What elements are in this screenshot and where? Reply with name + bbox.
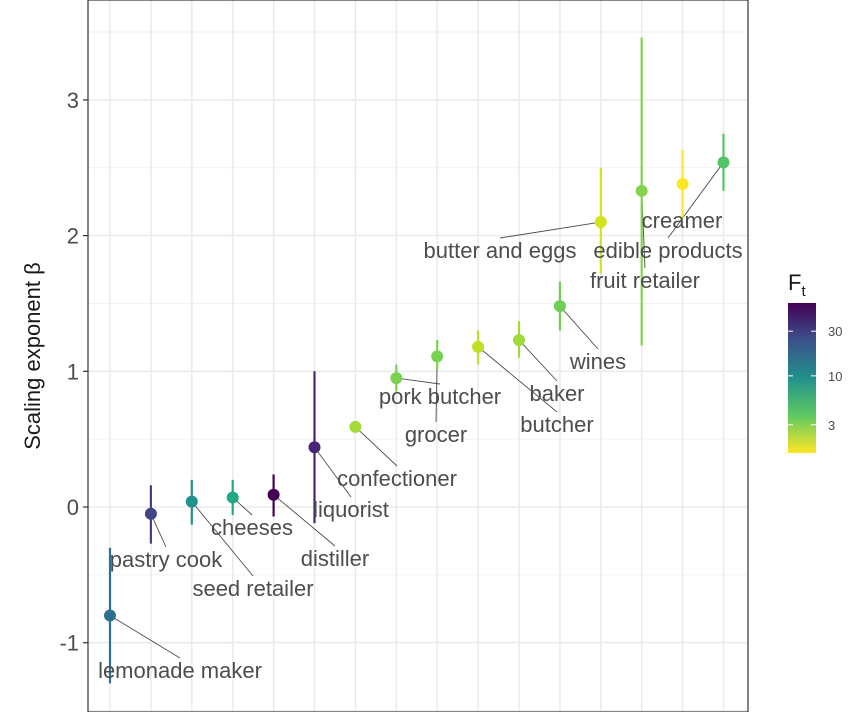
panel-background: [88, 0, 748, 712]
data-point: [185, 495, 198, 508]
panel-border: [87, 0, 749, 712]
point-label: butcher: [520, 412, 593, 437]
leader-line: [559, 305, 599, 350]
data-point: [472, 340, 485, 353]
y-tick-label: -1: [59, 631, 79, 656]
color-legend: Ft 3 10 30: [788, 270, 842, 453]
leader-line: [396, 377, 441, 385]
point-label: wines: [569, 349, 626, 374]
legend-tick-label: 10: [828, 369, 842, 384]
leader-line: [355, 426, 398, 467]
point-label: edible products: [593, 238, 742, 263]
data-point: [144, 507, 157, 520]
y-tick-label: 3: [67, 88, 79, 113]
point-label: confectioner: [337, 466, 457, 491]
leader-line: [150, 513, 167, 548]
point-label: seed retailer: [192, 576, 313, 601]
legend-title-main: F: [788, 270, 801, 295]
leader-line: [477, 346, 558, 413]
legend-tick-label: 30: [828, 324, 842, 339]
data-point: [717, 156, 730, 169]
data-point: [349, 420, 362, 433]
point-label: creamer: [642, 208, 723, 233]
data-point: [390, 372, 403, 385]
point-label: distiller: [301, 546, 369, 571]
point-label: lemonade maker: [98, 658, 262, 683]
data-point: [513, 334, 525, 347]
point-label: pastry cook: [110, 547, 223, 572]
leader-line: [273, 494, 336, 547]
point-label: liquorist: [313, 497, 389, 522]
point-label: grocer: [405, 422, 467, 447]
point-label: baker: [529, 381, 584, 406]
leader-line: [314, 447, 352, 498]
leader-line: [191, 501, 254, 577]
data-point: [676, 178, 689, 191]
data-point: [553, 300, 566, 313]
point-labels: lemonade maker pastry cook seed retailer ch…: [98, 208, 743, 683]
leader-line: [499, 221, 601, 239]
y-axis: -1 0 1 2 3: [59, 88, 88, 656]
y-tick-label: 0: [67, 495, 79, 520]
point-label: pork butcher: [379, 384, 501, 409]
y-tick-label: 1: [67, 359, 79, 384]
legend-title: Ft: [788, 270, 806, 300]
leader-line: [667, 162, 724, 239]
grid-minor: [88, 31, 748, 712]
point-label: butter and eggs: [424, 238, 577, 263]
data-point: [267, 488, 280, 501]
grid-major: [88, 0, 748, 712]
legend-tick-label: 3: [828, 418, 835, 433]
point-label: cheeses: [211, 515, 293, 540]
leader-line: [518, 339, 558, 382]
point-label: fruit retailer: [590, 268, 700, 293]
data-point: [104, 609, 116, 622]
data-points: [104, 156, 730, 622]
data-point: [431, 350, 444, 363]
data-point: [594, 216, 607, 229]
legend-ticks: 3 10 30: [788, 324, 842, 433]
y-axis-title: Scaling exponent β: [20, 262, 45, 450]
legend-colorbar: [788, 303, 816, 453]
data-point: [635, 184, 648, 197]
legend-title-sub: t: [801, 283, 806, 300]
data-point: [226, 491, 239, 504]
data-point: [308, 441, 321, 454]
y-tick-label: 2: [67, 224, 79, 249]
leader-line: [109, 615, 181, 659]
